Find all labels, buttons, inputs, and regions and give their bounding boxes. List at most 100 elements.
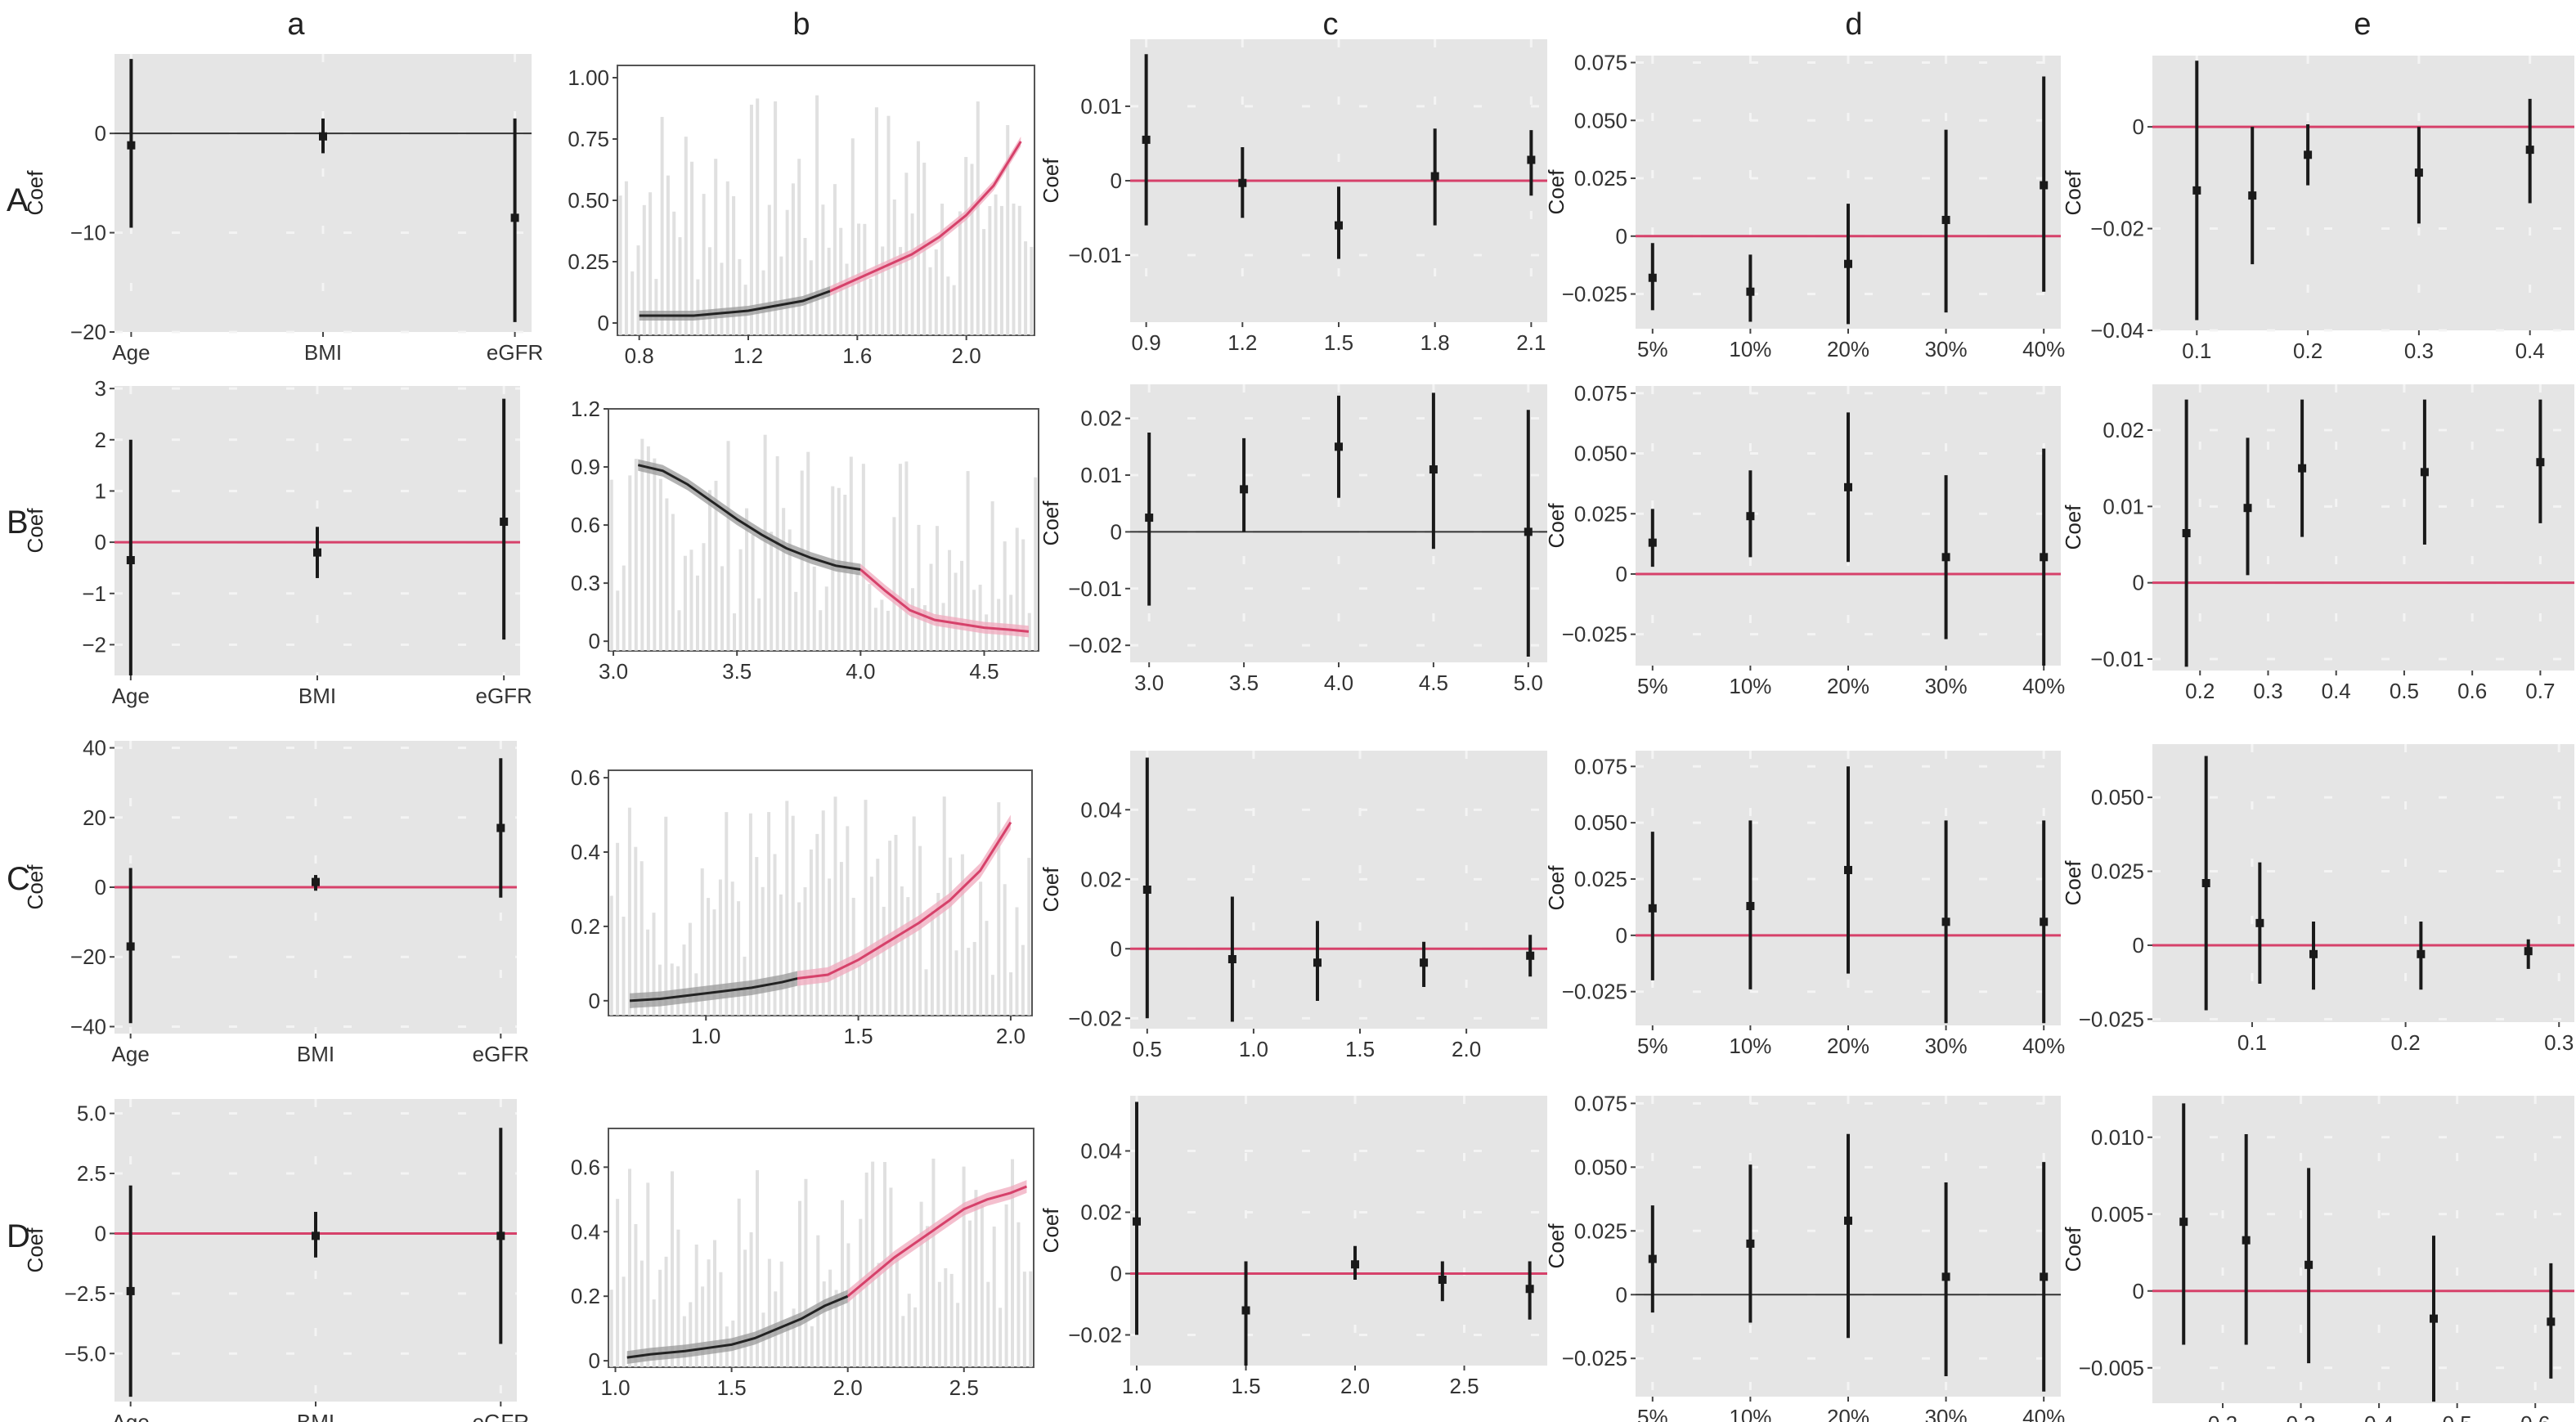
hist-bar: [745, 508, 749, 651]
x-tick-label: 1.5: [844, 1024, 873, 1048]
hist-bar: [797, 159, 801, 335]
hist-bar: [785, 801, 789, 1016]
hist-bar: [775, 455, 779, 651]
panel-A-b: 0 0.25 0.50 0.75 1.00 0.8 1.2 1.6 2.0: [568, 65, 1035, 368]
y-axis-title: Coef: [1039, 867, 1063, 913]
hist-bar: [788, 529, 792, 651]
y-tick-label: 0.01: [1080, 94, 1122, 119]
hist-bar: [1027, 858, 1031, 1016]
hist-bar: [670, 963, 674, 1016]
y-axis-title: Coef: [2061, 860, 2085, 906]
hist-bar: [682, 944, 686, 1016]
hist-bar: [653, 458, 657, 651]
hist-bar: [631, 271, 635, 335]
y-tick-label: 0: [589, 629, 600, 653]
hist-bar: [956, 1303, 960, 1367]
point-estimate: [496, 823, 505, 832]
hist-bar: [815, 95, 819, 335]
hist-bar: [732, 195, 736, 335]
y-tick-label: 0: [1616, 562, 1627, 586]
hist-bar: [990, 975, 994, 1016]
panel-C-d: −0.025 0 0.025 0.050 0.075 5% 10% 20% 30% 40% Coef: [1544, 751, 2065, 1058]
y-tick-label: 0: [1111, 936, 1122, 961]
hist-bar: [841, 1200, 844, 1367]
y-axis-title: Coef: [2061, 505, 2085, 550]
hist-bar: [828, 1269, 832, 1367]
hist-bar: [684, 137, 688, 335]
point-estimate: [2255, 918, 2264, 927]
point-estimate: [2420, 468, 2429, 477]
x-tick-label: 2.0: [833, 1375, 863, 1400]
y-tick-label: −0.02: [1068, 1323, 1122, 1348]
x-tick-label: eGFR: [475, 684, 532, 708]
hist-bar: [700, 868, 704, 1016]
fit-line-lower: [626, 1294, 849, 1359]
hist-bar: [677, 610, 681, 651]
panel-C-e: −0.025 0 0.025 0.050 0.1 0.2 0.3 Coef: [2061, 744, 2574, 1055]
point-estimate: [319, 132, 327, 141]
hist-bar: [628, 1169, 631, 1367]
x-tick-label: 0.9: [1132, 330, 1161, 355]
y-axis-title: Coef: [23, 1227, 47, 1273]
point-estimate: [1844, 259, 1852, 268]
row-label-D: D: [7, 1218, 30, 1254]
hist-bar: [974, 1190, 978, 1367]
hist-bar: [756, 98, 760, 336]
hist-bar: [791, 183, 795, 335]
hist-bar: [671, 1171, 674, 1367]
panel-C-b: 0 0.2 0.4 0.6 1.0 1.5 2.0: [571, 765, 1033, 1048]
panel-A-d: −0.025 0 0.025 0.050 0.075 5% 10% 20% 30% 40% Coef: [1544, 50, 2065, 361]
panel-B-a: −2 −1 0 1 2 3 Age BMI eGFR Coef: [23, 376, 532, 708]
hist-bar: [900, 886, 904, 1016]
y-tick-label: −0.01: [1068, 576, 1122, 601]
point-estimate: [2309, 949, 2318, 958]
x-tick-label: 20%: [1827, 337, 1869, 361]
point-estimate: [1241, 1306, 1250, 1315]
point-estimate: [313, 548, 321, 557]
hist-bar: [665, 498, 669, 651]
y-tick-label: 5.0: [77, 1101, 106, 1126]
y-tick-label: 0.02: [1080, 1200, 1122, 1225]
y-tick-label: 0.050: [1574, 1155, 1627, 1179]
panel-A-a: −20 −10 0 Age BMI eGFR Coef: [23, 54, 543, 365]
y-axis-title: Coef: [1039, 500, 1063, 546]
y-tick-label: 1: [95, 478, 106, 503]
hist-bar: [986, 1281, 990, 1367]
y-tick-label: 0: [589, 1348, 600, 1373]
x-tick-label: 0.6: [2520, 1411, 2550, 1422]
hist-bar: [845, 263, 849, 335]
hist-bar: [779, 1261, 783, 1367]
hist-bar: [946, 276, 950, 335]
hist-bar: [773, 854, 777, 1016]
hist-bar: [997, 802, 1001, 1016]
point-estimate: [1335, 221, 1343, 230]
row-label-C: C: [7, 861, 30, 897]
point-estimate: [1844, 482, 1852, 491]
y-axis-title: Coef: [23, 170, 47, 216]
point-estimate: [1420, 958, 1429, 967]
y-tick-label: 20: [83, 805, 106, 830]
hist-bar: [918, 846, 922, 1016]
x-tick-label: 0.2: [2208, 1411, 2237, 1422]
hist-bar: [683, 555, 687, 651]
hist-bar: [913, 1307, 918, 1367]
hist-bar: [930, 910, 934, 1016]
point-estimate: [2179, 1218, 2188, 1227]
y-tick-label: 0.2: [571, 1284, 600, 1308]
hist-bar: [990, 501, 994, 651]
hist-bar: [876, 859, 880, 1016]
hist-bar: [1034, 477, 1038, 651]
hist-bar: [678, 237, 682, 335]
x-tick-label: 0.6: [2457, 679, 2487, 703]
x-tick-label: 3.0: [1134, 671, 1164, 695]
hist-bar: [657, 964, 662, 1016]
y-tick-label: 0.025: [2091, 859, 2144, 884]
hist-bar: [800, 470, 804, 651]
row-label-A: A: [7, 182, 29, 218]
ci-band-upper: [797, 814, 1011, 986]
hist-bar: [822, 1281, 826, 1367]
panel-C-c: −0.02 0 0.02 0.04 0.5 1.0 1.5 2.0 Coef: [1039, 751, 1547, 1061]
hist-bar: [713, 1240, 716, 1367]
hist-bar: [846, 1243, 850, 1367]
hist-bar: [616, 842, 620, 1016]
